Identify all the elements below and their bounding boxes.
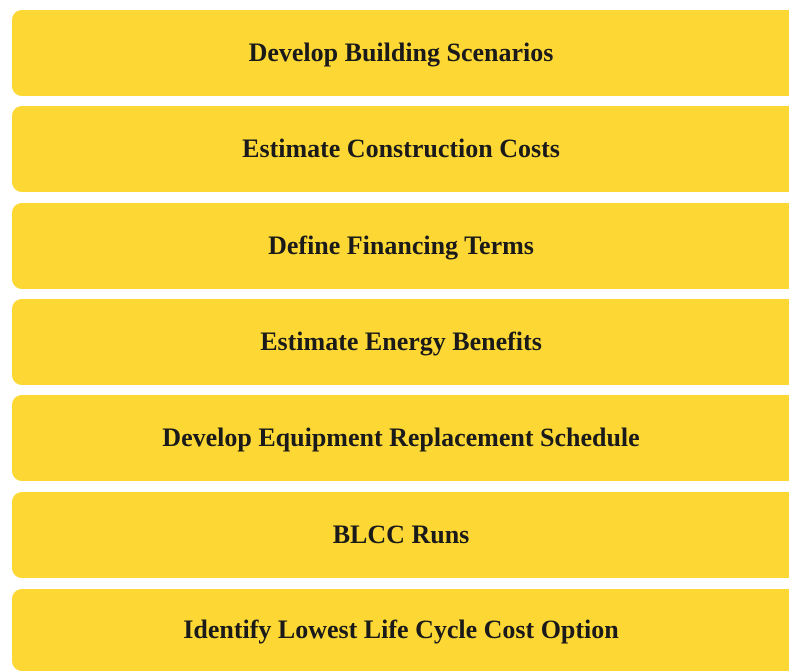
step-box: Define Financing Terms (12, 203, 789, 289)
step-box: Estimate Construction Costs (12, 106, 789, 192)
step-box: Estimate Energy Benefits (12, 299, 789, 385)
step-box: Develop Equipment Replacement Schedule (12, 395, 789, 481)
step-box: Develop Building Scenarios (12, 10, 789, 96)
step-box: Identify Lowest Life Cycle Cost Option (12, 589, 789, 671)
step-box: BLCC Runs (12, 492, 789, 578)
